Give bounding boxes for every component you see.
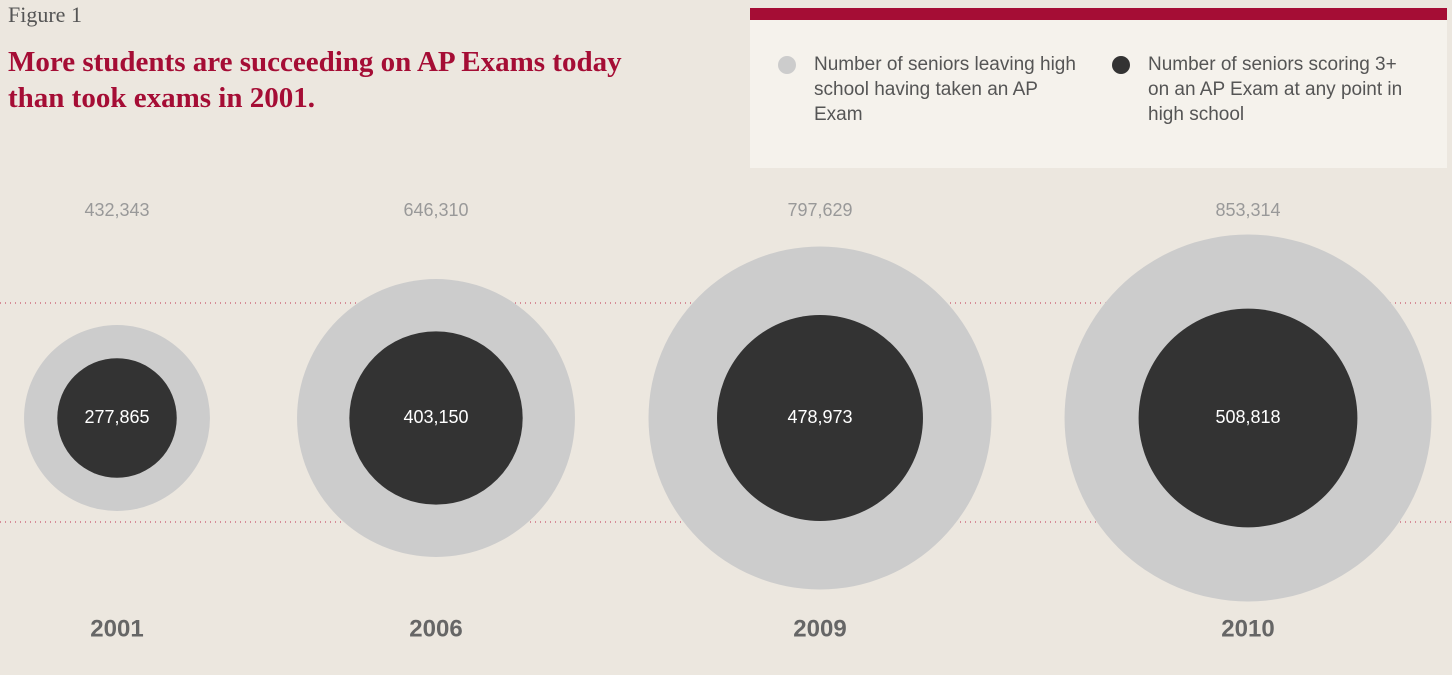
x-tick-label: 2009 — [793, 615, 846, 642]
value-label: 853,314 — [1215, 200, 1280, 220]
figure-label: Figure 1 — [8, 2, 82, 27]
legend: Number of seniors leaving high school ha… — [750, 8, 1447, 168]
x-tick-label: 2006 — [409, 615, 462, 642]
legend-label: Number of seniors leaving high school ha… — [814, 54, 1076, 125]
value-label: 646,310 — [403, 200, 468, 220]
value-label: 797,629 — [787, 200, 852, 220]
bubble — [717, 315, 923, 521]
legend-swatch — [1112, 56, 1130, 74]
value-label: 508,818 — [1215, 407, 1280, 427]
value-label: 403,150 — [403, 407, 468, 427]
value-label: 277,865 — [84, 407, 149, 427]
bubble — [57, 358, 177, 478]
x-tick-label: 2001 — [90, 615, 143, 642]
value-label: 432,343 — [84, 200, 149, 220]
bubble — [1138, 308, 1358, 528]
x-tick-label: 2010 — [1221, 615, 1274, 642]
value-label: 478,973 — [787, 407, 852, 427]
legend-item: Number of seniors scoring 3+ on an AP Ex… — [1112, 52, 1418, 127]
legend-label: Number of seniors scoring 3+ on an AP Ex… — [1148, 54, 1403, 125]
bubble — [349, 331, 523, 505]
legend-swatch — [778, 56, 796, 74]
chart-title: More students are succeeding on AP Exams… — [8, 46, 622, 114]
legend-item: Number of seniors leaving high school ha… — [778, 52, 1084, 127]
